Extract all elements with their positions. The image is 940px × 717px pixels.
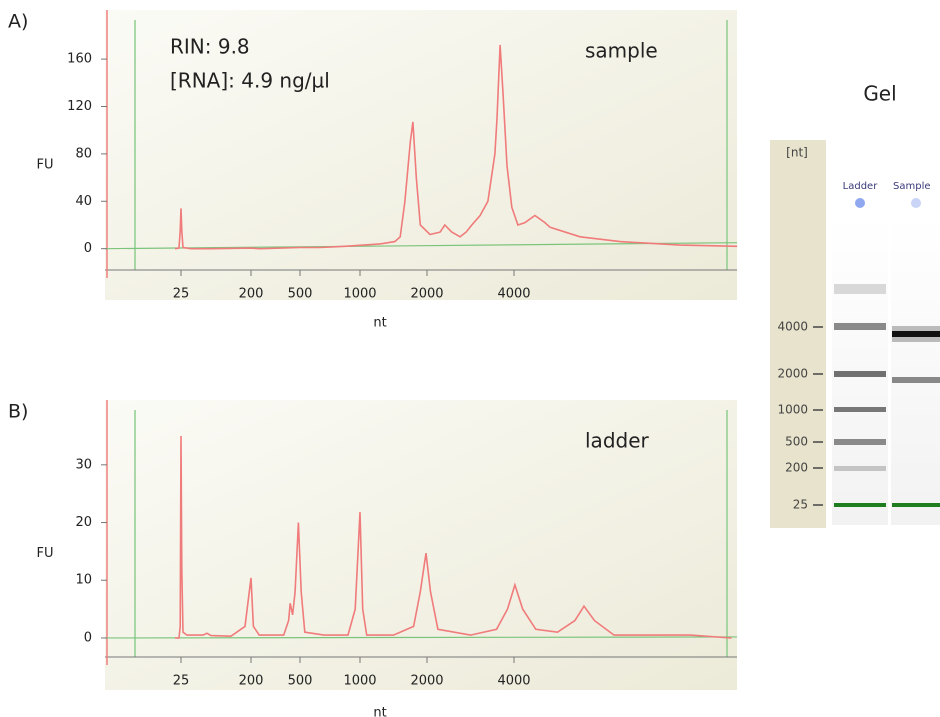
gel-tick: 4000 bbox=[777, 320, 808, 334]
gel-title: Gel bbox=[863, 82, 896, 106]
gel-lane bbox=[891, 215, 940, 525]
y-tick-label: 0 bbox=[84, 241, 92, 256]
y-tick-label: 120 bbox=[67, 99, 92, 114]
gel-tick: 200 bbox=[785, 461, 808, 475]
y-tick-label: 0 bbox=[84, 630, 92, 645]
lane-dot bbox=[855, 198, 865, 208]
x-tick-label: 25 bbox=[173, 674, 190, 689]
x-axis-label: nt bbox=[373, 316, 386, 331]
legend-label: ladder bbox=[585, 429, 650, 453]
figure: 0408012016025200500100020004000ntFUA)RIN… bbox=[0, 0, 940, 717]
lane-dot bbox=[911, 198, 921, 208]
gel: Gel [nt] Ladder Sample 4000 2000 1000 50… bbox=[770, 82, 940, 529]
gel-unit: [nt] bbox=[786, 146, 808, 160]
gel-tick: 500 bbox=[785, 435, 808, 449]
x-tick-label: 500 bbox=[288, 674, 313, 689]
x-tick-label: 1000 bbox=[343, 674, 376, 689]
y-axis-label: FU bbox=[37, 158, 54, 173]
legend-label: sample bbox=[585, 39, 658, 63]
x-tick-label: 2000 bbox=[410, 674, 443, 689]
lane-label: Ladder bbox=[843, 181, 879, 192]
gel-tick: 25 bbox=[793, 498, 808, 512]
y-tick-label: 40 bbox=[75, 194, 92, 209]
x-tick-label: 4000 bbox=[497, 674, 530, 689]
x-tick-label: 500 bbox=[288, 287, 313, 302]
annotation: [RNA]: 4.9 ng/µl bbox=[170, 69, 330, 93]
x-tick-label: 200 bbox=[239, 287, 264, 302]
panel-label: A) bbox=[8, 11, 28, 33]
y-tick-label: 80 bbox=[75, 146, 92, 161]
x-tick-label: 2000 bbox=[410, 287, 443, 302]
y-axis-label: FU bbox=[37, 546, 54, 561]
x-tick-label: 1000 bbox=[343, 287, 376, 302]
x-axis-label: nt bbox=[373, 706, 386, 717]
gel-lane bbox=[832, 215, 888, 525]
y-tick-label: 20 bbox=[75, 515, 92, 530]
x-tick-label: 200 bbox=[239, 674, 264, 689]
x-tick-label: 25 bbox=[173, 287, 190, 302]
x-tick-label: 4000 bbox=[497, 287, 530, 302]
y-tick-label: 30 bbox=[75, 457, 92, 472]
lane-label: Sample bbox=[893, 181, 931, 192]
annotation: RIN: 9.8 bbox=[170, 35, 250, 59]
panel-label: B) bbox=[8, 401, 28, 423]
y-tick-label: 160 bbox=[67, 52, 92, 67]
gel-tick: 1000 bbox=[777, 403, 808, 417]
gel-tick: 2000 bbox=[777, 367, 808, 381]
y-tick-label: 10 bbox=[75, 573, 92, 588]
